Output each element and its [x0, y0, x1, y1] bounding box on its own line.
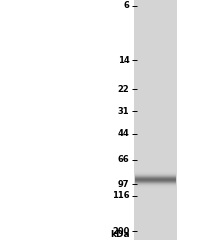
Text: 44: 44: [118, 129, 130, 138]
Text: 66: 66: [118, 155, 130, 164]
Bar: [134, 0, 177, 240]
Text: kDa: kDa: [110, 230, 130, 239]
Text: 116: 116: [112, 192, 130, 200]
Text: 14: 14: [118, 56, 130, 65]
Text: 200: 200: [112, 227, 130, 235]
Text: 31: 31: [118, 107, 130, 116]
Text: 6: 6: [124, 1, 130, 10]
Text: 97: 97: [118, 180, 130, 189]
Text: 22: 22: [118, 85, 130, 94]
